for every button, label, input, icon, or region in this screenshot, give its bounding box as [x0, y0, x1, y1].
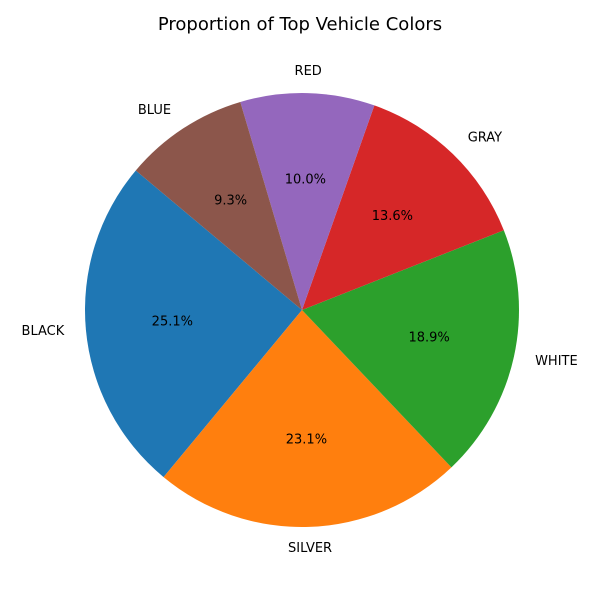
pie-slice-gray [302, 105, 504, 310]
pie-slices [84, 93, 519, 527]
pie-slice-white [302, 230, 519, 468]
slice-percent-blue: 9.3% [214, 194, 247, 209]
slice-label-blue: BLUE [138, 103, 171, 118]
slice-percent-red: 10.0% [285, 172, 326, 187]
slice-label-white: WHITE [535, 354, 578, 369]
slice-percent-gray: 13.6% [372, 209, 413, 224]
pie-slice-black [84, 170, 303, 478]
slice-percent-white: 18.9% [408, 331, 449, 346]
slice-label-red: RED [295, 64, 322, 79]
slice-percent-black: 25.1% [152, 314, 193, 329]
slice-label-gray: GRAY [468, 131, 502, 146]
slice-label-black: BLACK [22, 324, 65, 339]
pie-slice-red [240, 93, 375, 310]
slice-percent-silver: 23.1% [286, 433, 327, 448]
pie-slice-blue [135, 101, 302, 310]
pie-slice-silver [163, 310, 452, 527]
pie-labels: BLACK 25.1% SILVER 23.1% WHITE 18.9% GRAY 13.6%… [22, 64, 578, 556]
chart-title: Proportion of Top Vehicle Colors [157, 14, 443, 35]
slice-label-silver: SILVER [288, 541, 332, 556]
